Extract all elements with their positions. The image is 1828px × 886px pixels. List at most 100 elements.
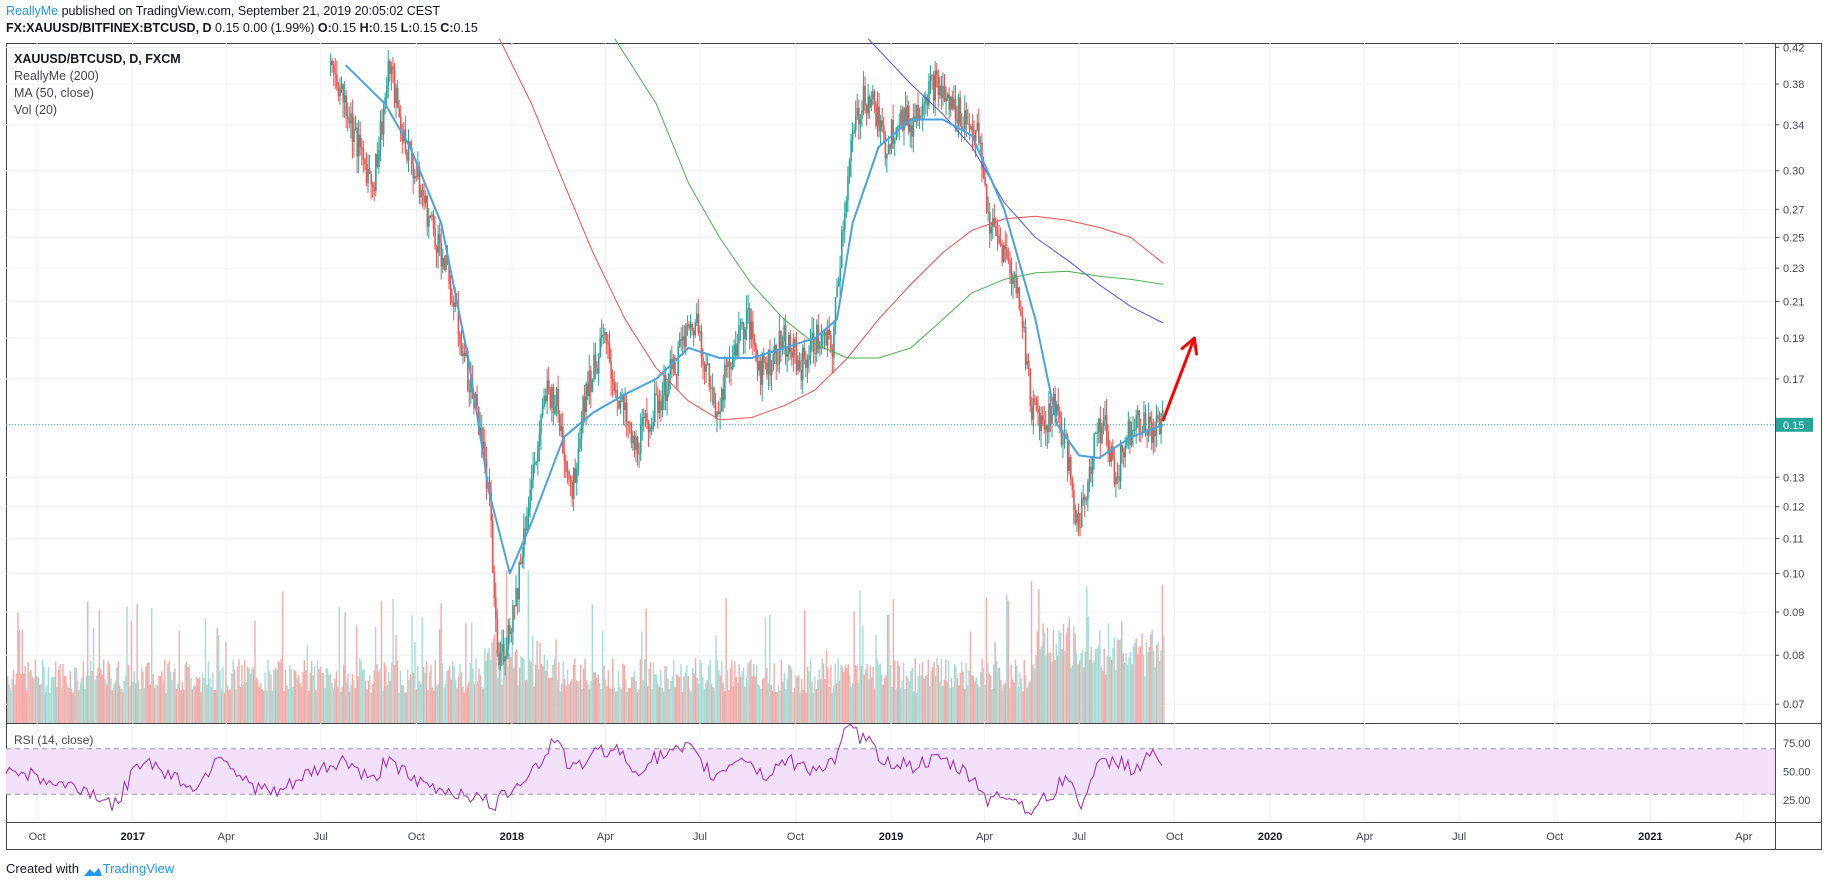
- candle-body: [387, 60, 390, 86]
- volume-bar: [520, 656, 522, 723]
- candle-body: [495, 597, 497, 619]
- volume-bar: [700, 662, 703, 723]
- candle-body: [1004, 245, 1007, 249]
- candle-body: [884, 134, 887, 159]
- volume-bar: [354, 688, 357, 723]
- volume-bar: [283, 690, 285, 723]
- footer-brand[interactable]: TradingView: [102, 861, 175, 876]
- candle-body: [1143, 412, 1145, 432]
- volume-bar: [549, 677, 551, 723]
- rsi-line: [5, 723, 1163, 816]
- volume-bar: [577, 680, 579, 723]
- volume-bar: [40, 683, 42, 723]
- volume-bar: [374, 626, 377, 723]
- volume-bar: [628, 687, 630, 723]
- candle-body: [923, 102, 926, 105]
- volume-bar: [260, 683, 262, 723]
- candle-body: [551, 387, 553, 408]
- volume-bar: [761, 679, 764, 723]
- candle-body: [1017, 287, 1019, 294]
- candle-body: [1074, 509, 1077, 524]
- volume-bar: [719, 675, 722, 723]
- candle-body: [814, 352, 817, 354]
- volume-bar: [1152, 650, 1155, 723]
- volume-bar: [936, 658, 938, 723]
- candle-body: [557, 388, 559, 414]
- volume-bar: [875, 635, 877, 723]
- candle-body: [925, 96, 927, 103]
- volume-bar: [837, 658, 839, 723]
- candle-body: [624, 402, 626, 411]
- rsi-legend[interactable]: RSI (14, close): [14, 733, 94, 747]
- candle-body: [367, 168, 369, 184]
- volume-bar: [1058, 630, 1060, 723]
- candle-body: [484, 441, 486, 460]
- volume-bar: [479, 675, 482, 723]
- volume-bar: [610, 688, 612, 723]
- volume-bar: [421, 617, 423, 723]
- volume-bar: [974, 681, 976, 723]
- candle-body: [700, 331, 703, 358]
- volume-bar: [398, 692, 400, 723]
- volume-bar: [609, 687, 611, 723]
- candle-body: [516, 587, 519, 600]
- candle-body: [1133, 429, 1136, 431]
- candle-body: [1151, 422, 1153, 443]
- candle-body: [502, 644, 505, 662]
- volume-bar: [630, 677, 633, 723]
- candle-body: [937, 74, 940, 96]
- volume-bar: [1148, 646, 1151, 723]
- candle-body: [767, 349, 770, 375]
- moving-averages: [344, 38, 1164, 575]
- candle-body: [611, 378, 614, 383]
- candle-body: [699, 331, 701, 334]
- volume-bar: [897, 660, 899, 723]
- volume-bar: [344, 612, 346, 723]
- volume-bar: [52, 677, 54, 723]
- candle-body: [904, 107, 907, 126]
- volume-bar: [891, 687, 893, 723]
- volume-bar: [542, 665, 544, 723]
- price-tick-label: 0.23: [1783, 263, 1804, 275]
- volume-bar: [41, 659, 44, 723]
- volume-bar: [933, 662, 935, 723]
- volume-bar: [254, 620, 256, 723]
- volume-bar: [156, 685, 159, 723]
- volume-bar: [683, 676, 685, 723]
- candle-body: [602, 334, 605, 336]
- legend-indicator-ma[interactable]: MA (50, close): [14, 86, 94, 100]
- volume-bar: [315, 689, 317, 723]
- candle-body: [424, 195, 427, 203]
- volume-bar: [14, 684, 16, 723]
- volume-bar: [780, 659, 783, 723]
- volume-bar: [539, 642, 541, 723]
- volume-bar: [220, 689, 223, 723]
- candle-body: [764, 362, 767, 364]
- candle-body: [828, 329, 831, 335]
- volume-bar: [326, 668, 329, 723]
- candle-body: [954, 98, 957, 120]
- volume-bar: [316, 660, 319, 723]
- volume-bar: [382, 690, 384, 723]
- candle-body: [357, 134, 360, 157]
- legend-indicator-vol[interactable]: Vol (20): [14, 103, 58, 117]
- volume-bar: [1112, 647, 1114, 723]
- volume-bar: [808, 671, 810, 723]
- candle-body: [491, 521, 494, 572]
- volume-bar: [137, 681, 140, 723]
- volume-bar: [969, 631, 972, 723]
- volume-bar: [46, 685, 48, 723]
- volume-bar: [1116, 638, 1119, 723]
- volume-bar: [441, 663, 444, 723]
- volume-bar: [603, 665, 605, 723]
- author-link[interactable]: ReallyMe: [6, 4, 59, 18]
- volume-bar: [146, 662, 149, 723]
- volume-bar: [726, 670, 729, 723]
- volume-bar: [943, 679, 945, 723]
- volume-bar: [748, 661, 751, 723]
- candle-body: [879, 120, 882, 132]
- candle-body: [744, 328, 746, 340]
- volume-bar: [1119, 639, 1121, 723]
- legend-indicator-reallyme[interactable]: ReallyMe (200): [14, 69, 99, 83]
